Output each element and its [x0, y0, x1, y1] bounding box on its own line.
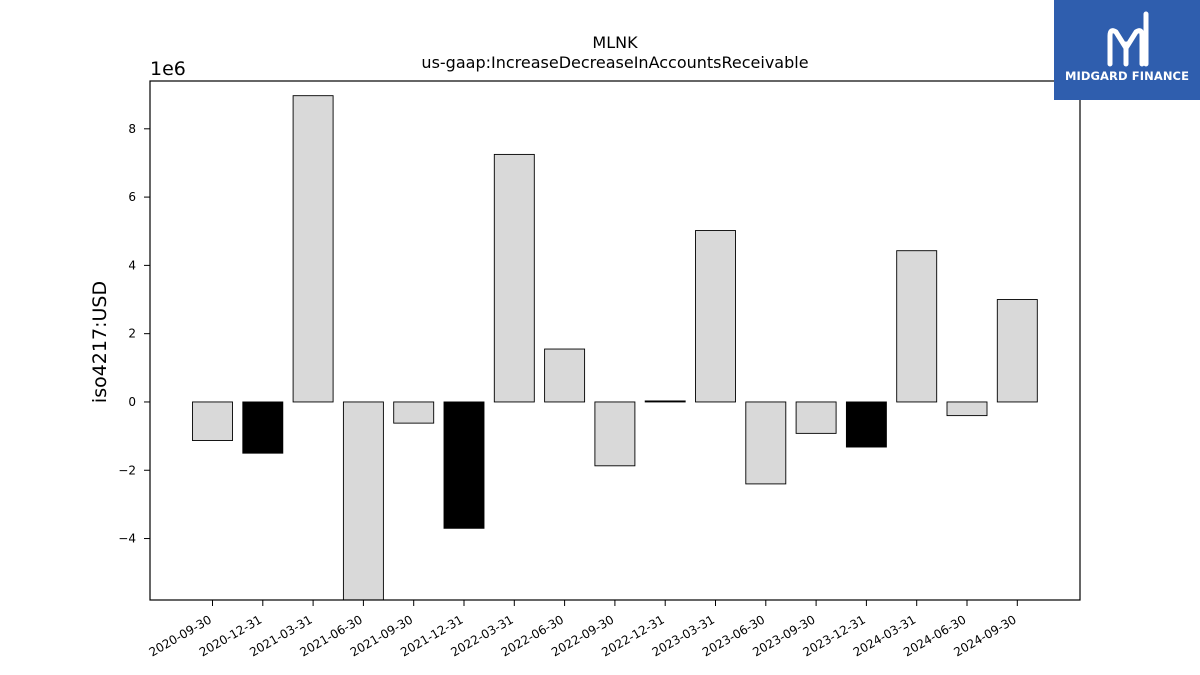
midgard-m-logo-icon [1054, 0, 1200, 100]
y-tick-label: 4 [128, 258, 136, 272]
bar-2024-03-31 [896, 250, 938, 403]
bar-2022-09-30 [594, 401, 636, 467]
y-tick-label: −2 [118, 463, 136, 477]
y-tick-label: −4 [118, 532, 136, 546]
midgard-finance-logo: MIDGARD FINANCE [1054, 0, 1200, 100]
y-offset-label: 1e6 [150, 58, 186, 80]
bar-2022-12-31 [644, 400, 686, 403]
logo-text: MIDGARD FINANCE [1064, 69, 1190, 83]
y-tick-label: 6 [128, 190, 136, 204]
y-tick-label: 2 [128, 327, 136, 341]
plot-frame [149, 80, 1081, 601]
bar-2021-03-31 [292, 95, 334, 403]
chart-subtitle: us-gaap:IncreaseDecreaseInAccountsReceiv… [421, 53, 808, 72]
y-tick-label: 8 [128, 122, 136, 136]
bar-2022-03-31 [493, 153, 535, 403]
bar-2020-09-30 [192, 401, 233, 441]
bar-2021-06-30 [342, 401, 384, 601]
bar-2023-06-30 [745, 401, 787, 485]
bar-2020-12-31 [242, 401, 284, 454]
bar-2023-03-31 [695, 230, 736, 403]
bar-2024-09-30 [996, 299, 1038, 403]
bar-2023-12-31 [845, 401, 887, 448]
bar-2022-06-30 [544, 348, 586, 403]
bar-2021-09-30 [393, 401, 435, 424]
chart-title: MLNK [592, 33, 638, 52]
bar-2024-06-30 [946, 401, 988, 417]
y-axis-label: iso4217:USD [89, 281, 111, 403]
bar-2021-12-31 [443, 401, 485, 529]
y-tick-label: 0 [128, 395, 136, 409]
bar-2023-09-30 [795, 401, 837, 434]
